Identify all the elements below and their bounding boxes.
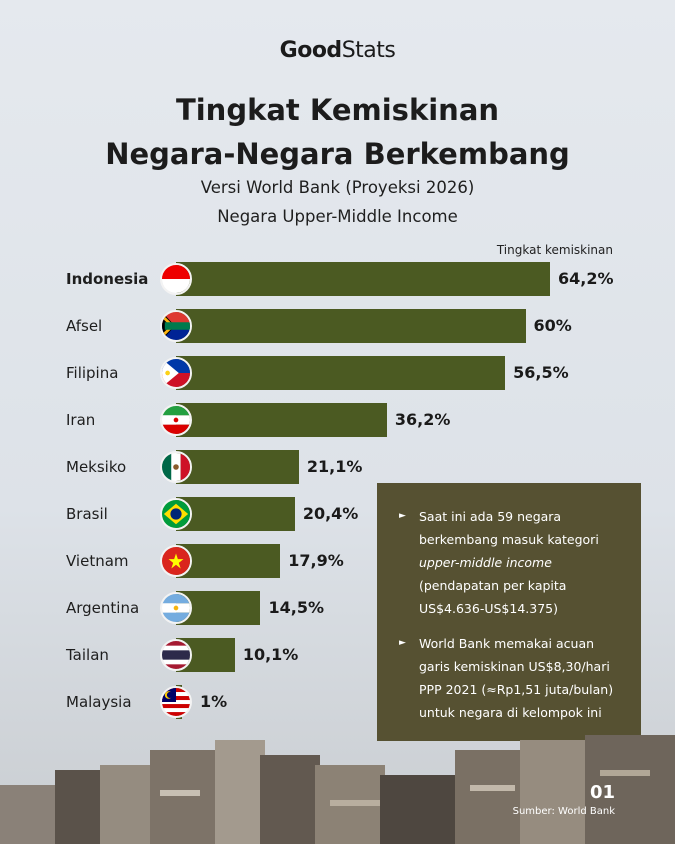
data-label: 36,2% xyxy=(394,410,451,429)
data-label: 20,4% xyxy=(302,504,359,523)
info-note-2: World Bank memakai acuan garis kemiskina… xyxy=(399,632,625,724)
flag-vietnam-icon xyxy=(160,545,192,577)
category-label: Afsel xyxy=(66,317,103,335)
data-label: 10,1% xyxy=(242,645,299,664)
flag-philippines-icon xyxy=(160,357,192,389)
category-label: Malaysia xyxy=(66,693,132,711)
info-box: Saat ini ada 59 negara berkembang masuk … xyxy=(377,483,641,741)
flag-brazil-icon xyxy=(160,498,192,530)
flag-iran-icon xyxy=(160,404,192,436)
category-label: Brasil xyxy=(66,505,108,523)
data-label: 60% xyxy=(533,316,572,335)
goodstats-logo: GoodStats xyxy=(279,38,396,63)
flag-argentina-icon xyxy=(160,592,192,624)
data-label: 17,9% xyxy=(288,551,344,570)
value-axis-label: Tingkat kemiskinan xyxy=(496,243,613,257)
flag-south-africa-icon xyxy=(160,310,192,342)
chart-title: Tingkat Kemiskinan Negara-Negara Berkemb… xyxy=(105,93,570,171)
bar xyxy=(176,497,295,531)
category-label: Meksiko xyxy=(66,458,127,476)
chart-subtitle-2: Negara Upper-Middle Income xyxy=(217,207,458,226)
data-label: 14,5% xyxy=(268,598,324,617)
category-label: Iran xyxy=(66,411,96,429)
category-label: Tailan xyxy=(66,646,109,664)
category-label: Vietnam xyxy=(66,552,129,570)
source-note: Sumber: World Bank xyxy=(512,806,615,817)
bar xyxy=(176,450,299,484)
bar xyxy=(176,403,387,437)
category-label: Indonesia xyxy=(66,270,149,288)
flag-thailand-icon xyxy=(160,639,192,671)
page-number: 01 xyxy=(589,782,615,803)
data-label: 21,1% xyxy=(306,457,363,476)
bar xyxy=(176,262,550,296)
category-label: Argentina xyxy=(66,599,140,617)
data-label: 64,2% xyxy=(558,269,614,288)
bar xyxy=(176,544,281,578)
flag-indonesia-icon xyxy=(160,263,192,295)
bar xyxy=(176,309,526,343)
data-label: 1% xyxy=(200,692,228,711)
info-note-1: Saat ini ada 59 negara berkembang masuk … xyxy=(399,505,625,620)
city-skyline-image xyxy=(0,735,675,844)
chart-subtitle: Versi World Bank (Proyeksi 2026) xyxy=(200,178,475,197)
flag-mexico-icon xyxy=(160,451,192,483)
bar xyxy=(176,356,506,390)
category-label: Filipina xyxy=(66,364,119,382)
data-label: 56,5% xyxy=(513,363,569,382)
flag-malaysia-icon xyxy=(160,686,192,718)
